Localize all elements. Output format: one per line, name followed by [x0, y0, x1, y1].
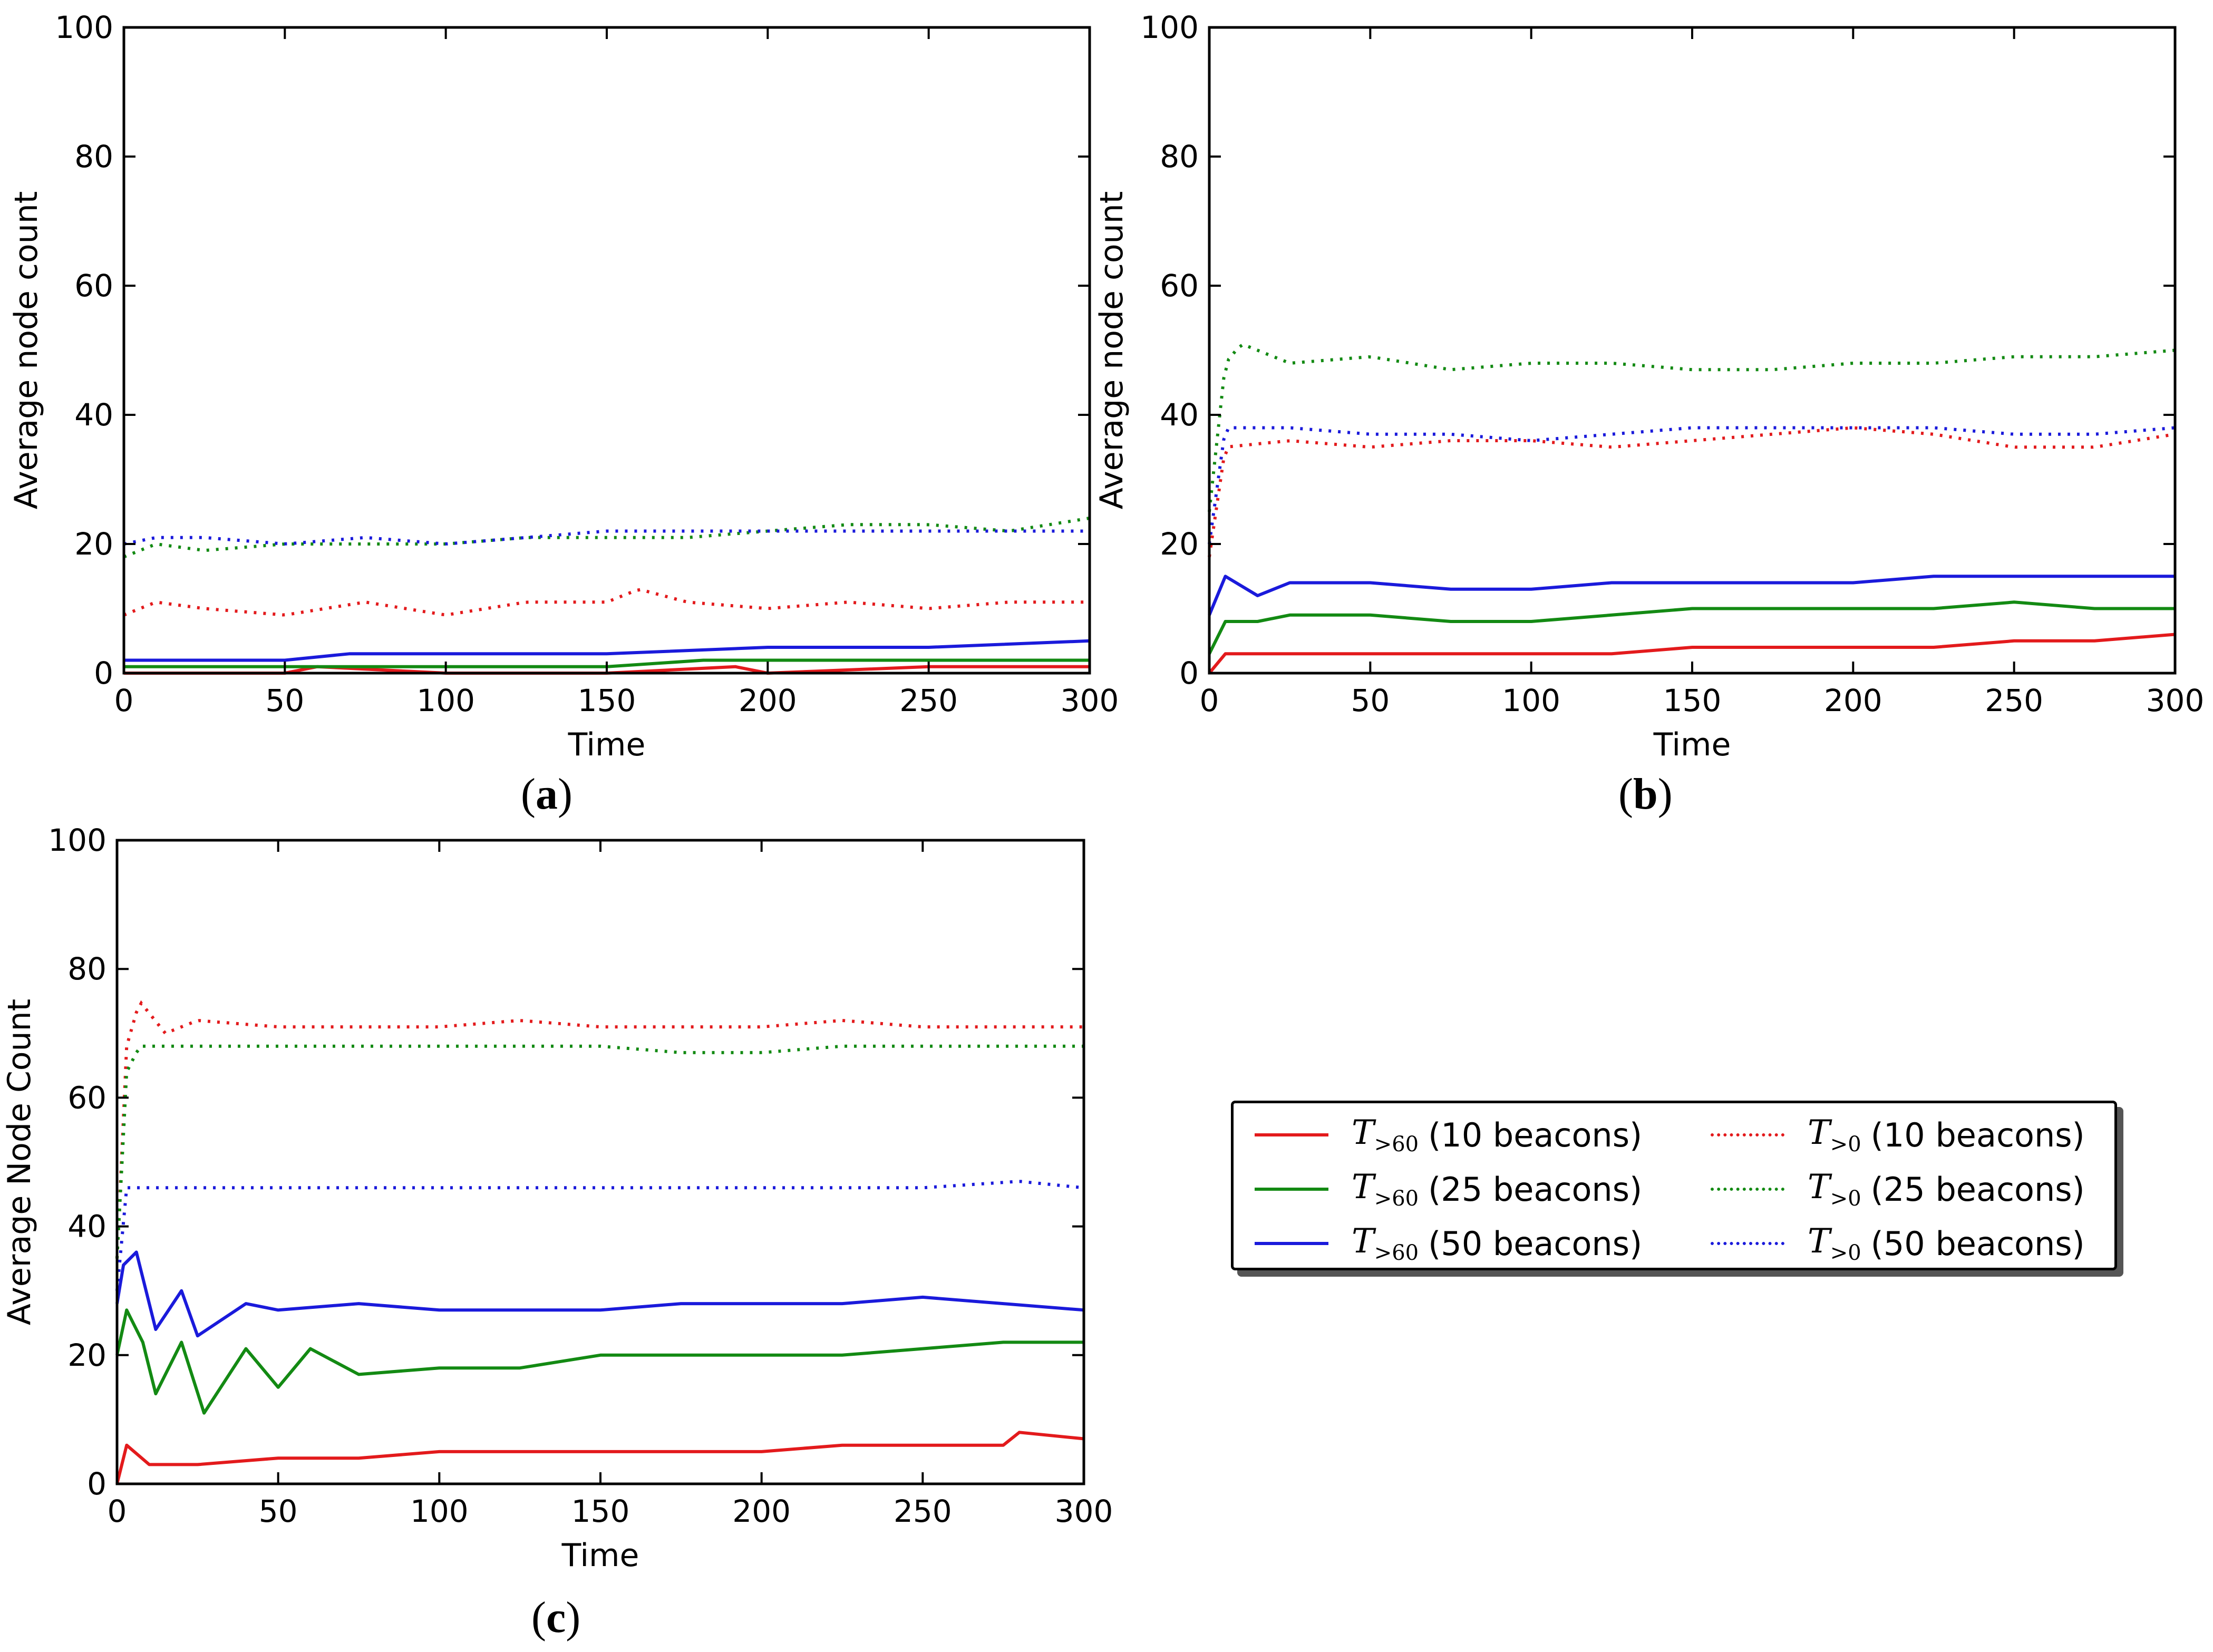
y-axis-label: Average node count — [8, 191, 45, 510]
legend-item: T>0 (50 beacons) — [1711, 1217, 2085, 1270]
x-tick-label: 200 — [1824, 683, 1882, 718]
y-tick-label: 40 — [1160, 397, 1199, 433]
x-tick-label: 150 — [1663, 683, 1722, 718]
y-tick-label: 60 — [74, 268, 113, 304]
legend-symbol: T — [1808, 1113, 1830, 1153]
x-axis-label: Time — [568, 726, 646, 763]
legend-subscript: >0 — [1830, 1186, 1861, 1211]
y-tick-label: 40 — [67, 1209, 106, 1245]
x-tick-label: 200 — [732, 1493, 791, 1529]
y-axis-label: Average Node Count — [1, 999, 38, 1325]
legend-subscript: >0 — [1830, 1132, 1861, 1157]
legend-symbol: T — [1352, 1113, 1374, 1153]
legend-item: T>0 (25 beacons) — [1711, 1163, 2085, 1216]
y-tick-label: 0 — [87, 1466, 106, 1502]
series-dotted-b-3 — [1208, 426, 2176, 557]
legend-label: (10 beacons) — [1870, 1115, 2085, 1154]
x-tick-label: 100 — [1502, 683, 1560, 718]
series-dotted-c-3 — [115, 1000, 1084, 1259]
x-tick-label: 250 — [899, 683, 958, 718]
series-line-b-2 — [1208, 575, 2175, 616]
legend-label: (25 beacons) — [1428, 1170, 1643, 1209]
x-tick-label: 50 — [259, 1493, 298, 1529]
y-tick-label: 100 — [55, 9, 113, 45]
x-tick-label: 0 — [1200, 683, 1219, 718]
x-tick-label: 50 — [1351, 683, 1390, 718]
legend-symbol: T — [1352, 1222, 1374, 1261]
legend-symbol: T — [1352, 1168, 1374, 1207]
y-tick-label: 80 — [74, 139, 113, 174]
x-tick-label: 250 — [894, 1493, 952, 1529]
series-line-b-0 — [1208, 633, 2176, 674]
x-tick-label: 150 — [578, 683, 636, 718]
legend-subscript: >60 — [1374, 1240, 1419, 1265]
x-tick-label: 250 — [1985, 683, 2043, 718]
legend-swatch — [1255, 1188, 1328, 1191]
x-tick-label: 200 — [739, 683, 797, 718]
legend-item: T>0 (10 beacons) — [1711, 1109, 2085, 1161]
y-tick-label: 0 — [1179, 655, 1199, 691]
legend-subscript: >60 — [1374, 1132, 1419, 1157]
y-tick-label: 20 — [1160, 526, 1199, 562]
legend-item: T>60 (10 beacons) — [1255, 1109, 1642, 1161]
panel-label-c: (c) — [531, 1593, 581, 1642]
x-tick-label: 100 — [410, 1493, 469, 1529]
legend-swatch — [1711, 1242, 1784, 1245]
legend-label: (50 beacons) — [1870, 1224, 2085, 1263]
legend-swatch — [1711, 1133, 1784, 1136]
panel-label-b: (b) — [1618, 770, 1673, 819]
y-tick-label: 80 — [1160, 139, 1199, 174]
series-dotted-c-4 — [115, 1044, 1084, 1259]
x-tick-label: 0 — [114, 683, 134, 718]
legend-label: (50 beacons) — [1428, 1224, 1643, 1263]
x-tick-label: 150 — [571, 1493, 630, 1529]
y-tick-label: 0 — [94, 655, 113, 691]
x-tick-label: 0 — [108, 1493, 127, 1529]
y-tick-label: 100 — [48, 822, 106, 858]
x-axis-label: Time — [561, 1537, 639, 1574]
legend-label: (10 beacons) — [1428, 1115, 1643, 1154]
series-dotted-a-3 — [123, 588, 1090, 617]
x-tick-label: 300 — [2146, 683, 2205, 718]
x-tick-label: 50 — [265, 683, 304, 718]
legend-item: T>60 (50 beacons) — [1255, 1217, 1642, 1270]
series-dotted-b-4 — [1208, 343, 2176, 512]
y-tick-label: 20 — [74, 526, 113, 562]
axes-frame-a — [122, 26, 1091, 675]
legend-symbol: T — [1808, 1168, 1830, 1207]
x-axis-label: Time — [1653, 726, 1731, 763]
panel-label-a: (a) — [521, 770, 572, 819]
series-line-a-2 — [124, 639, 1090, 662]
y-tick-label: 100 — [1140, 9, 1199, 45]
series-line-c-0 — [115, 1431, 1084, 1484]
legend-label: (25 beacons) — [1870, 1170, 2085, 1209]
y-tick-label: 60 — [67, 1080, 106, 1115]
series-line-c-2 — [115, 1250, 1084, 1338]
series-line-b-1 — [1208, 600, 2175, 655]
y-tick-label: 80 — [67, 951, 106, 987]
legend-item: T>60 (25 beacons) — [1255, 1163, 1642, 1216]
x-tick-label: 300 — [1055, 1493, 1113, 1529]
legend: T>60 (10 beacons) T>60 (25 beacons) T>60… — [1231, 1101, 2117, 1270]
y-tick-label: 20 — [67, 1337, 106, 1373]
series-dotted-a-5 — [123, 529, 1090, 546]
legend-swatch — [1255, 1242, 1328, 1245]
legend-swatch — [1255, 1133, 1328, 1136]
legend-subscript: >60 — [1374, 1186, 1419, 1211]
y-tick-label: 40 — [74, 397, 113, 433]
x-tick-label: 100 — [416, 683, 475, 718]
y-tick-label: 60 — [1160, 268, 1199, 304]
series-line-c-1 — [115, 1308, 1084, 1415]
x-tick-label: 300 — [1061, 683, 1119, 718]
axes-frame-c — [115, 839, 1085, 1485]
y-axis-label: Average node count — [1093, 191, 1130, 510]
series-dotted-c-5 — [115, 1180, 1084, 1291]
legend-symbol: T — [1808, 1222, 1830, 1261]
legend-subscript: >0 — [1830, 1240, 1861, 1265]
legend-swatch — [1711, 1188, 1784, 1191]
series-dotted-a-4 — [123, 517, 1090, 559]
